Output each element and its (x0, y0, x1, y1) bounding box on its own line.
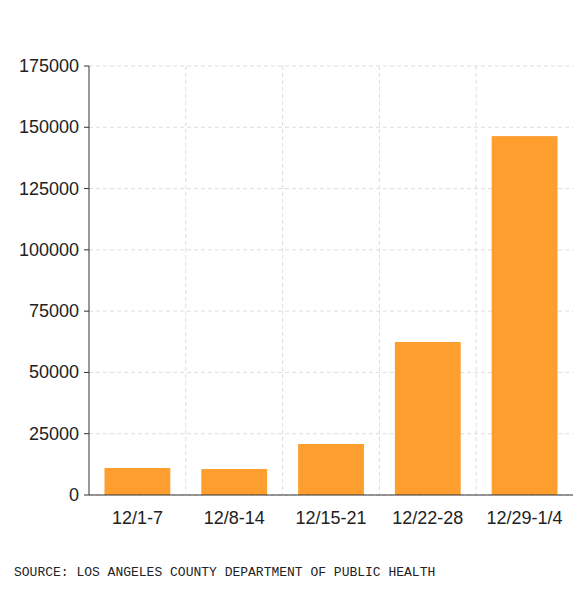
y-tick (84, 249, 89, 250)
grid-line (89, 127, 573, 128)
grid-line-vertical (476, 66, 477, 495)
bar (492, 136, 558, 495)
y-tick (84, 66, 89, 67)
y-tick (84, 311, 89, 312)
grid-line-vertical (185, 66, 186, 495)
bars (104, 136, 557, 495)
y-tick-label: 25000 (29, 424, 79, 444)
y-tick (84, 127, 89, 128)
chart-svg: 0 25000 50000 75000 100000 125000 150000 175000… (0, 0, 584, 601)
y-tick-label: 125000 (19, 179, 79, 199)
grid-line-vertical (282, 66, 283, 495)
bar (201, 469, 267, 495)
bar (104, 468, 170, 495)
y-tick (84, 495, 89, 496)
source-note: SOURCE: LOS ANGELES COUNTY DEPARTMENT OF… (14, 565, 435, 580)
y-tick (84, 433, 89, 434)
y-tick-label: 75000 (29, 301, 79, 321)
grid (89, 66, 573, 495)
x-tick-label: 12/22-28 (392, 508, 463, 528)
y-tick-label: 150000 (19, 117, 79, 137)
y-tick-label: 175000 (19, 56, 79, 76)
x-tick-label: 12/29-1/4 (487, 508, 563, 528)
y-tick (84, 372, 89, 373)
bar (395, 342, 461, 495)
y-tick-label: 100000 (19, 240, 79, 260)
grid-line (89, 66, 573, 67)
grid-line-vertical (379, 66, 380, 495)
grid-line (89, 495, 573, 496)
bar (298, 444, 364, 495)
x-tick-label: 12/1-7 (112, 508, 163, 528)
x-axis-line (89, 495, 573, 496)
y-tick (84, 188, 89, 189)
x-tick-label: 12/15-21 (295, 508, 366, 528)
chart-container: 0 25000 50000 75000 100000 125000 150000 175000… (0, 0, 584, 601)
y-axis-line (89, 66, 90, 495)
y-tick-label: 0 (69, 485, 79, 505)
x-tick-label: 12/8-14 (204, 508, 265, 528)
y-tick-label: 50000 (29, 362, 79, 382)
